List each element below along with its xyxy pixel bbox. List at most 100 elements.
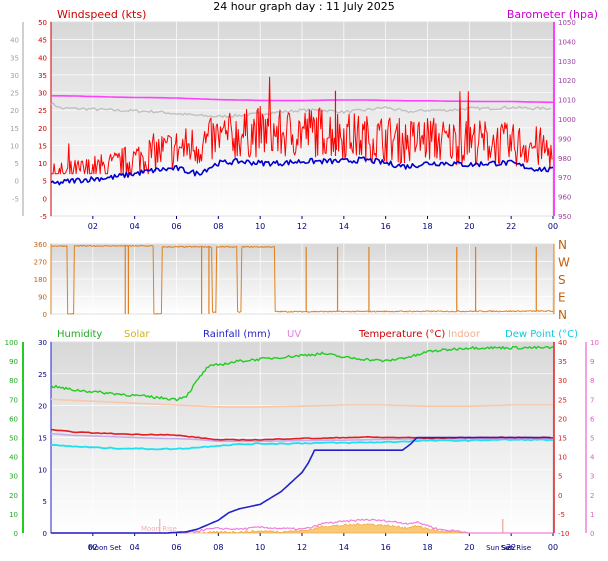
temp-legend-label: Temperature (°C) (358, 329, 445, 340)
wind-outer-tick-label: 0 (15, 178, 19, 186)
temp-right-tick-label: 5 (558, 473, 562, 481)
uv-tick-label: 7 (590, 396, 594, 404)
temp-legend-label: Dew Point (°C) (505, 329, 578, 340)
humidity-tick-label: 90 (9, 358, 18, 366)
series-barometer-line (50, 94, 554, 104)
wind-outer-tick-label: 30 (10, 72, 19, 80)
wind-x-tick-label: 14 (339, 222, 349, 231)
series-indoor-line (50, 398, 553, 408)
temp-legend-label: Solar (124, 329, 150, 340)
direction-compass-label: N (558, 308, 567, 322)
temp-legend-label: UV (287, 329, 301, 340)
wind-left-tick-label: 10 (38, 160, 47, 168)
wind-legend-label: Windspeed (kts) (57, 8, 146, 21)
wind-outer-tick-label: 40 (10, 37, 19, 45)
humidity-tick-label: 70 (9, 396, 18, 404)
humidity-tick-label: 100 (5, 339, 18, 347)
wind-x-tick-label: 20 (464, 222, 474, 231)
baro-right-tick-label: 950 (558, 213, 571, 221)
temp-right-tick-label: 15 (558, 435, 567, 443)
wind-left-tick-label: 50 (38, 19, 47, 27)
direction-compass-label: N (558, 238, 567, 252)
temp-right-tick-label: 20 (558, 415, 567, 423)
graph-title: 24 hour graph day : 11 July 2025 (213, 0, 395, 13)
temp-legend-label: Humidity (57, 329, 102, 340)
uv-tick-label: 3 (590, 473, 594, 481)
wind-x-tick-label: 22 (506, 222, 516, 231)
temp-x-tick-label: 22 (506, 543, 516, 552)
rain-left-tick-label: 30 (38, 339, 47, 347)
wind-left-tick-label: -5 (40, 213, 47, 221)
wind-left-tick-label: 40 (38, 54, 47, 62)
temp-x-tick-label: 10 (255, 543, 265, 552)
wind-left-tick-label: 35 (38, 72, 47, 80)
uv-tick-label: 5 (590, 435, 594, 443)
baro-right-tick-label: 980 (558, 155, 571, 163)
direction-left-tick-label: 270 (34, 259, 47, 267)
wind-x-tick-label: 16 (381, 222, 391, 231)
temp-x-tick-label: 08 (213, 543, 223, 552)
wind-x-tick-label: 10 (255, 222, 265, 231)
humidity-tick-label: 30 (9, 473, 18, 481)
wind-outer-tick-label: 35 (10, 54, 19, 62)
wind-left-tick-label: 5 (43, 178, 47, 186)
uv-tick-label: 0 (590, 530, 594, 538)
wind-left-tick-label: 20 (38, 125, 47, 133)
wind-left-tick-label: 15 (38, 142, 47, 150)
rain-left-tick-label: 5 (43, 498, 47, 506)
direction-left-tick-label: 0 (43, 311, 47, 319)
uv-tick-label: 4 (590, 454, 595, 462)
series-average-line (50, 156, 554, 186)
baro-right-tick-label: 1050 (558, 19, 576, 27)
uv-tick-label: 8 (590, 377, 594, 385)
uv-tick-label: 10 (590, 339, 599, 347)
humidity-tick-label: 50 (9, 435, 18, 443)
baro-right-tick-label: 990 (558, 135, 571, 143)
wind-x-tick-label: 04 (130, 222, 140, 231)
rain-left-tick-label: 20 (38, 403, 47, 411)
wind-outer-tick-label: 15 (10, 125, 19, 133)
temp-right-tick-label: 40 (558, 339, 567, 347)
humidity-tick-label: 60 (9, 415, 18, 423)
direction-compass-label: W (558, 256, 570, 270)
series-humidity-line (50, 345, 554, 402)
rain-left-tick-label: 15 (38, 435, 47, 443)
temp-x-tick-label: 16 (381, 543, 391, 552)
wind-outer-tick-label: 25 (10, 90, 19, 98)
wind-x-tick-label: 08 (213, 222, 223, 231)
sun-moon-event-label: Moon Set (89, 544, 122, 552)
temp-right-tick-label: -10 (558, 530, 569, 538)
temp-right-tick-label: 35 (558, 358, 567, 366)
temp-right-tick-label: 25 (558, 396, 567, 404)
temp-x-tick-label: 14 (339, 543, 349, 552)
rain-left-tick-label: 10 (38, 466, 47, 474)
wind-x-tick-label: 00 (548, 222, 558, 231)
direction-compass-label: E (558, 291, 566, 305)
uv-tick-label: 9 (590, 358, 594, 366)
wind-outer-tick-label: 10 (10, 142, 19, 150)
humidity-tick-label: 10 (9, 511, 18, 519)
sun-moon-event-label: Sun Rise (501, 544, 531, 552)
baro-right-tick-label: 960 (558, 194, 571, 202)
wind-x-tick-label: 12 (297, 222, 307, 231)
temp-x-tick-label: 04 (130, 543, 140, 552)
baro-right-tick-label: 1040 (558, 38, 576, 46)
temp-right-tick-label: 0 (558, 492, 562, 500)
temp-legend-label: Indoor (448, 329, 481, 340)
series-lavender-line (50, 432, 553, 443)
uv-tick-label: 2 (590, 492, 594, 500)
wind-x-tick-label: 18 (422, 222, 432, 231)
temp-right-tick-label: 30 (558, 377, 567, 385)
humidity-tick-label: 0 (14, 530, 18, 538)
rain-left-tick-label: 0 (43, 530, 47, 538)
wind-outer-tick-label: 5 (15, 160, 19, 168)
temp-right-tick-label: -5 (558, 511, 565, 519)
wind-left-tick-label: 30 (38, 90, 47, 98)
wind-left-tick-label: 45 (38, 37, 47, 45)
humidity-tick-label: 20 (9, 492, 18, 500)
wind-outer-tick-label: 20 (10, 107, 19, 115)
temp-x-tick-label: 02 (88, 543, 98, 552)
temp-x-tick-label: 06 (171, 543, 181, 552)
baro-right-tick-label: 1020 (558, 77, 576, 85)
